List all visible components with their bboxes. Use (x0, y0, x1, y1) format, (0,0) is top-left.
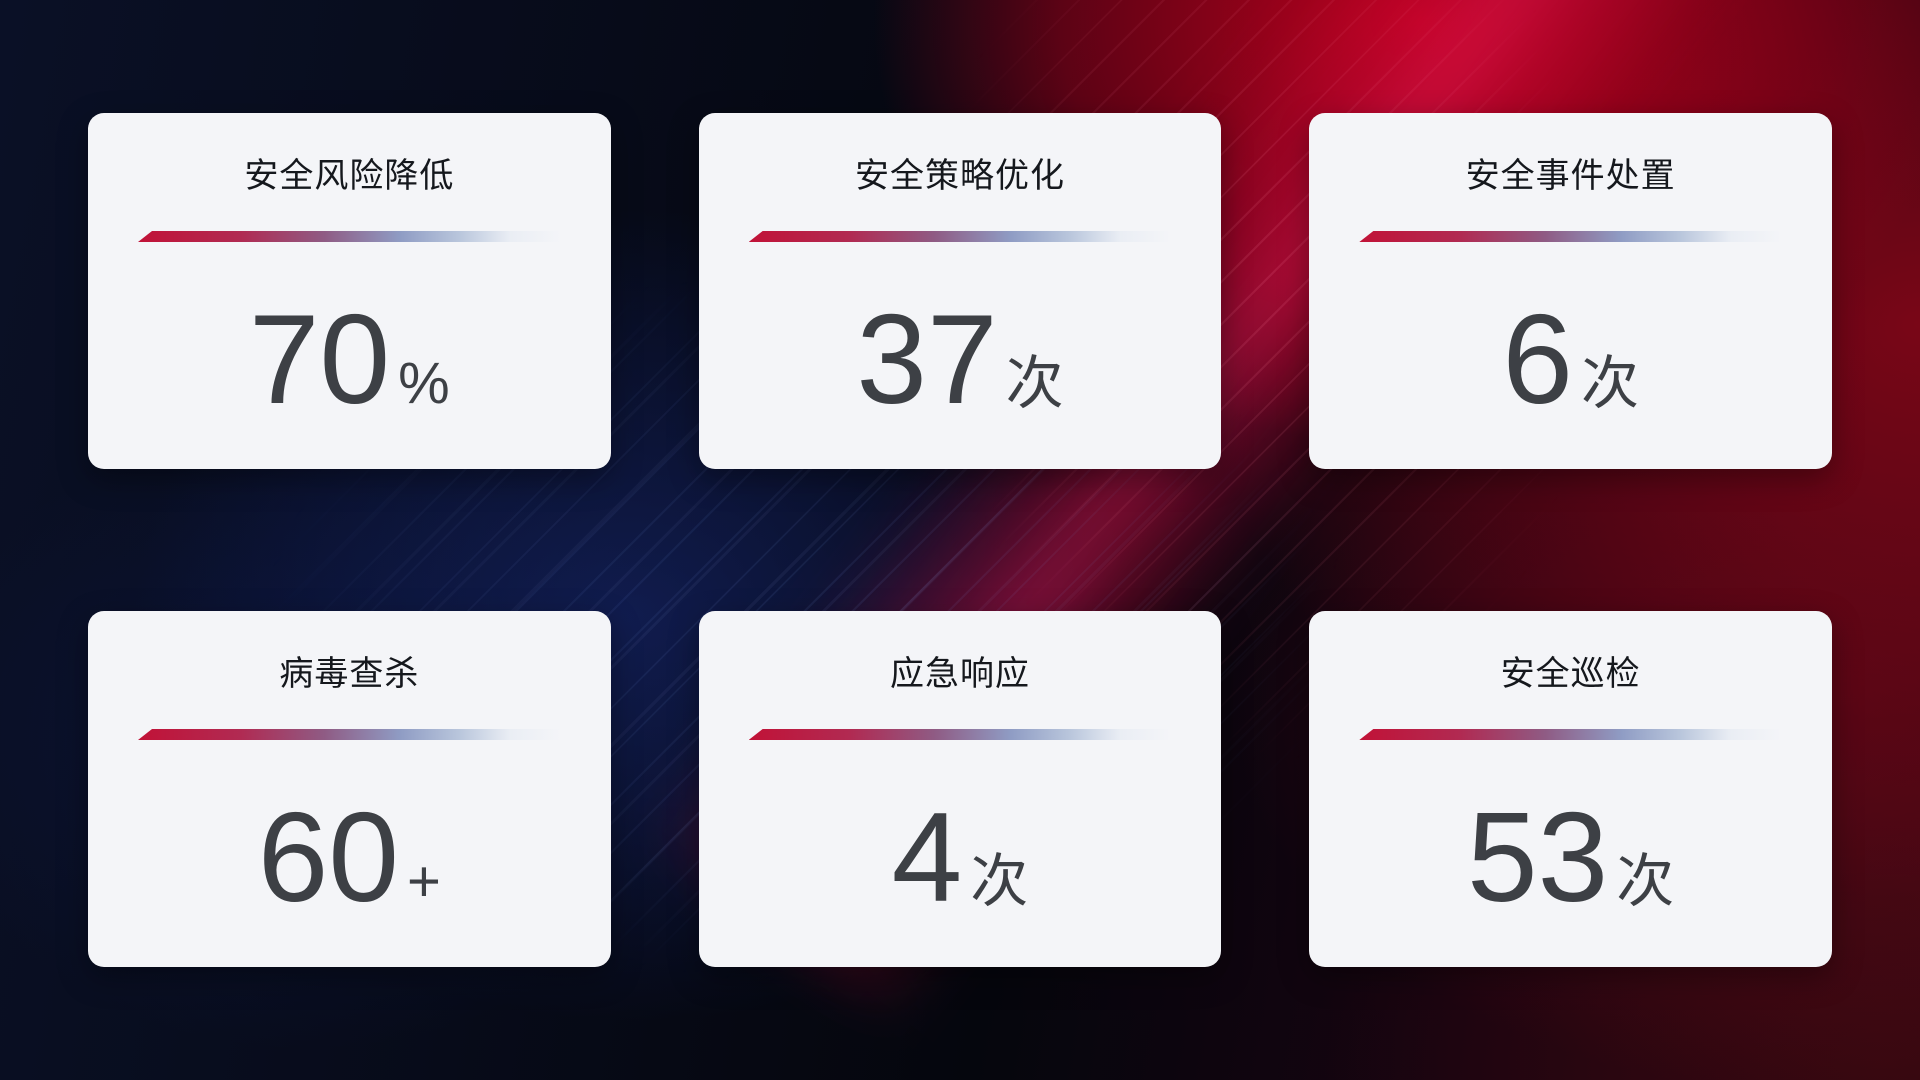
stat-card-security-risk-reduction: 安全风险降低 70 % (88, 113, 611, 469)
gradient-divider (138, 729, 561, 740)
stat-value-group: 53 次 (1467, 794, 1674, 921)
stat-card-security-incident-handling: 安全事件处置 6 次 (1309, 113, 1832, 469)
stat-value-group: 37 次 (856, 296, 1063, 423)
stat-unit: % (398, 351, 450, 416)
stat-value-group: 6 次 (1502, 296, 1639, 423)
stat-unit: 次 (1580, 351, 1639, 416)
gradient-divider (1359, 729, 1782, 740)
stat-unit: 次 (970, 849, 1029, 914)
gradient-divider (138, 231, 561, 242)
stat-card-security-policy-optimization: 安全策略优化 37 次 (698, 113, 1222, 469)
gradient-divider (1359, 231, 1782, 242)
stat-value-group: 60 + (258, 794, 441, 921)
stat-value: 60 (257, 786, 400, 928)
gradient-divider (748, 231, 1172, 242)
card-title: 安全巡检 (1500, 655, 1641, 693)
stat-unit: 次 (1616, 849, 1675, 914)
stat-unit: + (407, 849, 441, 914)
stat-value: 37 (856, 288, 998, 430)
stat-value: 4 (891, 786, 963, 928)
card-value-row: 4 次 (699, 740, 1222, 967)
stat-value: 53 (1467, 786, 1609, 928)
stat-card-security-inspection: 安全巡检 53 次 (1309, 611, 1832, 967)
card-value-row: 60 + (88, 740, 611, 967)
card-value-row: 6 次 (1309, 242, 1832, 469)
card-title: 病毒查杀 (279, 655, 420, 693)
gradient-divider (748, 729, 1172, 740)
stat-card-virus-scan: 病毒查杀 60 + (88, 611, 611, 967)
stat-card-emergency-response: 应急响应 4 次 (698, 611, 1222, 967)
stat-value-group: 4 次 (892, 794, 1029, 921)
card-value-row: 37 次 (699, 242, 1222, 469)
card-title: 安全策略优化 (854, 157, 1065, 195)
card-value-row: 70 % (88, 242, 611, 469)
card-title: 安全事件处置 (1465, 157, 1676, 195)
stat-value: 70 (248, 288, 391, 430)
stat-value-group: 70 % (249, 296, 450, 423)
card-title: 安全风险降低 (244, 157, 455, 195)
stat-unit: 次 (1005, 351, 1064, 416)
stat-value: 6 (1502, 288, 1573, 430)
card-value-row: 53 次 (1309, 740, 1832, 967)
card-title: 应急响应 (889, 655, 1030, 693)
